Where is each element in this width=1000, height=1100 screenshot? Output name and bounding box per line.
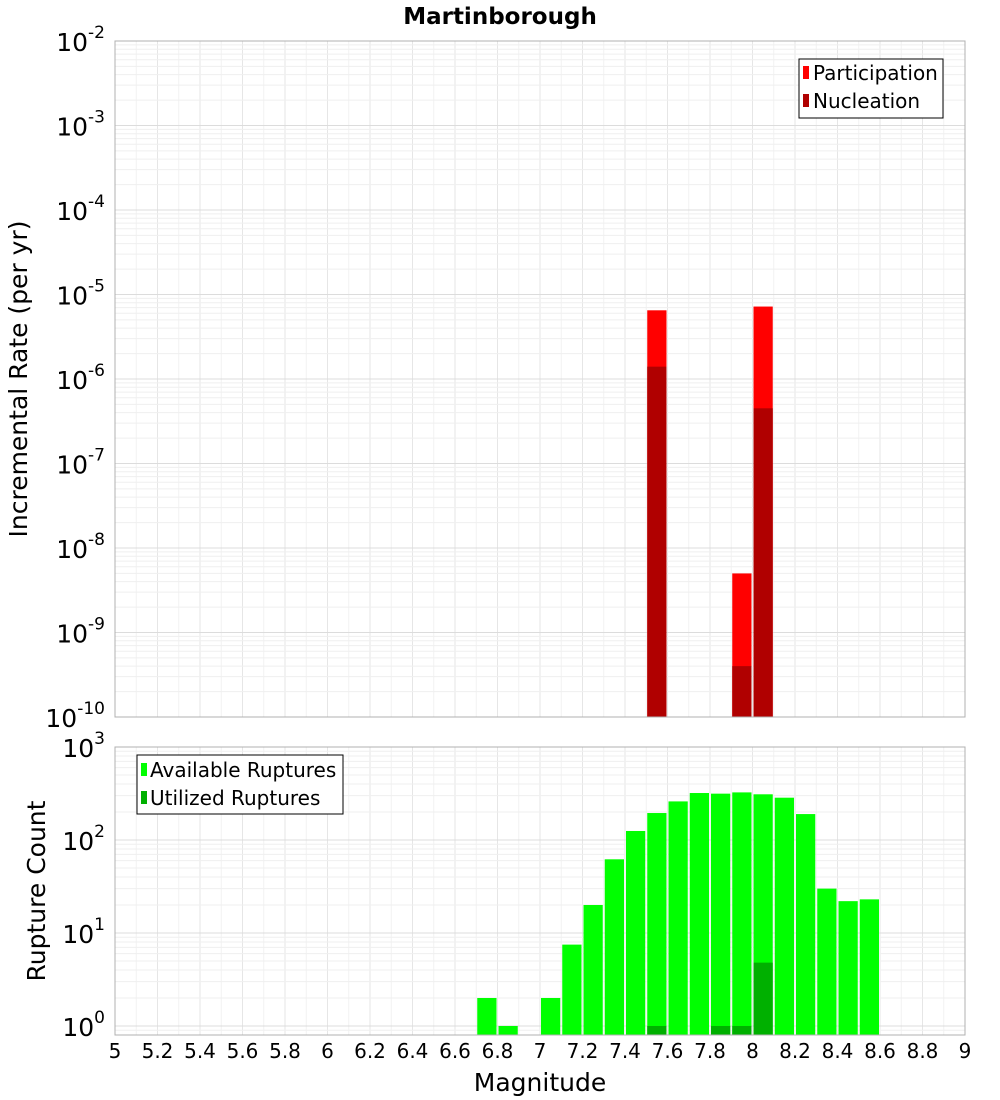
available-ruptures-bar: [604, 859, 624, 1035]
utilized-ruptures-legend-swatch: [141, 791, 147, 804]
available-ruptures-bar: [689, 793, 709, 1035]
x-tick-label: 6.4: [397, 1039, 429, 1063]
x-tick-label: 8: [746, 1039, 759, 1063]
count-y-tick-label: 100: [62, 1008, 105, 1042]
available-ruptures-bar: [838, 901, 858, 1035]
available-ruptures-bar: [817, 888, 837, 1035]
x-tick-label: 7.4: [609, 1039, 641, 1063]
available-ruptures-bar: [774, 797, 794, 1035]
rate-y-tick-label: 10-7: [56, 446, 105, 480]
available-ruptures-bar: [859, 899, 879, 1035]
x-tick-label: 5.4: [184, 1039, 216, 1063]
count-y-tick-label: 103: [62, 729, 105, 763]
rate-y-tick-labels: 10-10 10-9 10-8 10-7 10-6 10-5 10-4 10-3 10-2: [45, 23, 105, 733]
nucleation-legend-swatch: [803, 94, 809, 107]
chart-title: Martinborough: [403, 4, 597, 30]
rate-plot-border: [114, 40, 966, 718]
count-y-tick-labels: 100 101 102 103: [62, 729, 105, 1042]
rate-y-tick-label: 10-4: [56, 192, 105, 226]
x-tick-label: 8.8: [907, 1039, 939, 1063]
available-ruptures-bar: [796, 814, 816, 1035]
available-ruptures-bar: [583, 904, 603, 1035]
rate-gridlines: [114, 40, 966, 718]
rate-panel: 10-10 10-9 10-8 10-7 10-6 10-5 10-4 10-3 10-2 In…: [4, 23, 966, 733]
utilized-ruptures-bar: [753, 962, 773, 1035]
count-panel: 100 101 102 103 5 5.2 5.4 5.6 5.8 6 6.2 6.4 6.6 6.8 7…: [22, 729, 971, 1097]
x-tick-label: 8.2: [779, 1039, 811, 1063]
rate-y-tick-label: 10-2: [56, 23, 105, 57]
available-ruptures-bar: [541, 997, 561, 1035]
count-bars: [477, 792, 879, 1035]
utilized-ruptures-legend-label: Utilized Ruptures: [150, 786, 320, 810]
participation-legend-label: Participation: [813, 61, 938, 85]
rate-y-tick-label: 10-5: [56, 277, 105, 311]
rate-y-tick-label: 10-8: [56, 530, 105, 564]
rate-y-tick-label: 10-6: [56, 361, 105, 395]
x-tick-label: 9: [959, 1039, 972, 1063]
count-legend-box: [136, 754, 344, 815]
x-tick-label: 6.8: [482, 1039, 514, 1063]
rate-y-axis-label: Incremental Rate (per yr): [4, 221, 33, 538]
count-y-tick-label: 102: [62, 822, 105, 856]
x-tick-label: 6.2: [354, 1039, 386, 1063]
x-tick-label: 8.6: [864, 1039, 896, 1063]
rate-legend-box: [798, 58, 944, 119]
nucleation-bar: [732, 666, 752, 717]
available-ruptures-bar: [647, 813, 667, 1035]
x-tick-label: 7.2: [567, 1039, 599, 1063]
count-plot-border: [114, 746, 966, 1036]
available-ruptures-bar: [626, 830, 646, 1035]
x-tick-label: 6.6: [439, 1039, 471, 1063]
count-y-axis-label: Rupture Count: [22, 800, 51, 981]
x-tick-label: 5.6: [227, 1039, 259, 1063]
participation-legend-swatch: [803, 66, 809, 79]
nucleation-legend-label: Nucleation: [813, 89, 920, 113]
rate-y-tick-label: 10-3: [56, 108, 105, 142]
utilized-ruptures-bar: [732, 1025, 752, 1035]
available-ruptures-bar: [477, 997, 497, 1035]
x-tick-label: 5.2: [142, 1039, 174, 1063]
x-tick-label: 7.6: [652, 1039, 684, 1063]
x-tick-label: 8.4: [822, 1039, 854, 1063]
available-ruptures-bar: [732, 792, 752, 1035]
available-ruptures-bar: [711, 793, 731, 1035]
x-tick-labels: 5 5.2 5.4 5.6 5.8 6 6.2 6.4 6.6 6.8 7 7.2 7.4 7.6 7.8 8…: [109, 1039, 972, 1063]
available-ruptures-bar: [498, 1025, 518, 1035]
utilized-ruptures-bar: [647, 1025, 667, 1035]
available-ruptures-bar: [562, 944, 582, 1035]
available-ruptures-bar: [668, 801, 688, 1035]
x-axis-label: Magnitude: [474, 1068, 606, 1097]
rate-y-tick-label: 10-9: [56, 615, 105, 649]
rate-legend: Participation Nucleation: [798, 58, 944, 119]
count-y-tick-label: 101: [62, 915, 105, 949]
x-tick-label: 7.8: [694, 1039, 726, 1063]
available-ruptures-legend-swatch: [141, 763, 147, 776]
rate-y-tick-label: 10-10: [45, 699, 105, 733]
rate-bars: [647, 306, 773, 717]
utilized-ruptures-bar: [711, 1025, 731, 1035]
count-legend: Available Ruptures Utilized Ruptures: [136, 754, 344, 815]
nucleation-bar: [647, 366, 667, 717]
x-tick-label: 6: [321, 1039, 334, 1063]
x-tick-label: 7: [534, 1039, 547, 1063]
x-tick-label: 5: [109, 1039, 122, 1063]
nucleation-bar: [753, 408, 773, 717]
available-ruptures-legend-label: Available Ruptures: [150, 758, 336, 782]
x-tick-label: 5.8: [269, 1039, 301, 1063]
